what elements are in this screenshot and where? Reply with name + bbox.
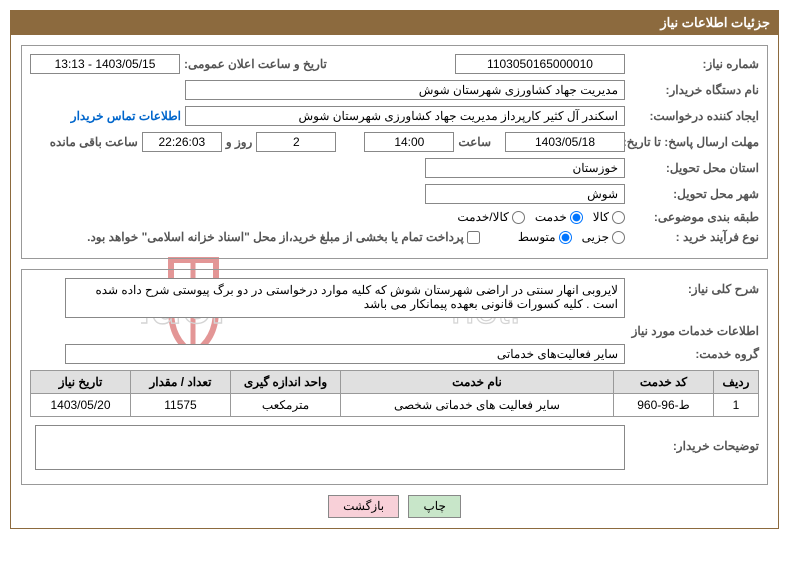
services-info-label: اطلاعات خدمات مورد نیاز xyxy=(30,324,759,338)
cat-goods-service-item[interactable]: کالا/خدمت xyxy=(457,210,524,224)
th-date: تاریخ نیاز xyxy=(31,371,131,394)
deadline-label: مهلت ارسال پاسخ: تا تاریخ: xyxy=(629,135,759,149)
buyer-notes-label: توضیحات خریدار: xyxy=(629,425,759,453)
back-button[interactable]: بازگشت xyxy=(328,495,399,518)
buttons-row: چاپ بازگشت xyxy=(21,495,768,518)
req-number-label: شماره نیاز: xyxy=(629,57,759,71)
header-bar: جزئیات اطلاعات نیاز xyxy=(11,11,778,35)
cat-goods-service-radio[interactable] xyxy=(512,211,525,224)
city: شوش xyxy=(425,184,625,204)
type-medium-item[interactable]: متوسط xyxy=(518,230,572,244)
days-remaining: 2 xyxy=(256,132,336,152)
service-group: سایر فعالیت‌های خدماتی xyxy=(65,344,625,364)
announce-date: 1403/05/15 - 13:13 xyxy=(30,54,180,74)
header-title: جزئیات اطلاعات نیاز xyxy=(660,15,770,30)
province-label: استان محل تحویل: xyxy=(629,161,759,175)
type-medium-radio[interactable] xyxy=(559,231,572,244)
buyer-org: مدیریت جهاد کشاورزی شهرستان شوش xyxy=(185,80,625,100)
cat-goods-service-label: کالا/خدمت xyxy=(457,210,508,224)
deadline-date: 1403/05/18 xyxy=(505,132,625,152)
td-unit: مترمکعب xyxy=(231,394,341,417)
th-unit: واحد اندازه گیری xyxy=(231,371,341,394)
td-date: 1403/05/20 xyxy=(31,394,131,417)
cat-service-item[interactable]: خدمت xyxy=(535,210,583,224)
td-name: سایر فعالیت های خدماتی شخصی xyxy=(341,394,614,417)
td-qty: 11575 xyxy=(131,394,231,417)
time-remaining: 22:26:03 xyxy=(142,132,222,152)
req-number: 1103050165000010 xyxy=(455,54,625,74)
table-row: 1 ط-96-960 سایر فعالیت های خدماتی شخصی م… xyxy=(31,394,759,417)
purchase-type-radio-group: جزیی متوسط xyxy=(518,230,625,244)
cat-goods-label: کالا xyxy=(593,210,609,224)
contact-info-link[interactable]: اطلاعات تماس خریدار xyxy=(71,109,181,123)
announce-date-label: تاریخ و ساعت اعلان عمومی: xyxy=(184,57,327,71)
th-name: نام خدمت xyxy=(341,371,614,394)
services-table: ردیف کد خدمت نام خدمت واحد اندازه گیری ت… xyxy=(30,370,759,417)
summary-box: لایروبی انهار سنتی در اراضی شهرستان شوش … xyxy=(65,278,625,318)
category-label: طبقه بندی موضوعی: xyxy=(629,210,759,224)
payment-checkbox[interactable] xyxy=(467,231,480,244)
td-code: ط-96-960 xyxy=(614,394,714,417)
category-radio-group: کالا خدمت کالا/خدمت xyxy=(457,210,625,224)
type-partial-label: جزیی xyxy=(582,230,609,244)
table-header-row: ردیف کد خدمت نام خدمت واحد اندازه گیری ت… xyxy=(31,371,759,394)
payment-note-label: پرداخت تمام یا بخشی از مبلغ خرید،از محل … xyxy=(87,230,464,244)
cat-goods-radio[interactable] xyxy=(612,211,625,224)
buyer-org-label: نام دستگاه خریدار: xyxy=(629,83,759,97)
service-group-label: گروه خدمت: xyxy=(629,347,759,361)
th-row: ردیف xyxy=(714,371,759,394)
time-remaining-label: ساعت باقی مانده xyxy=(50,135,138,149)
th-qty: تعداد / مقدار xyxy=(131,371,231,394)
type-partial-radio[interactable] xyxy=(612,231,625,244)
payment-note-item[interactable]: پرداخت تمام یا بخشی از مبلغ خرید،از محل … xyxy=(87,230,480,244)
purchase-type-label: نوع فرآیند خرید : xyxy=(629,230,759,244)
cat-service-radio[interactable] xyxy=(570,211,583,224)
city-label: شهر محل تحویل: xyxy=(629,187,759,201)
th-code: کد خدمت xyxy=(614,371,714,394)
summary-label: شرح کلی نیاز: xyxy=(629,278,759,296)
print-button[interactable]: چاپ xyxy=(408,495,460,518)
cat-goods-item[interactable]: کالا xyxy=(593,210,625,224)
days-and-label: روز و xyxy=(226,135,253,149)
province: خوزستان xyxy=(425,158,625,178)
time-label: ساعت xyxy=(458,135,491,149)
deadline-time: 14:00 xyxy=(364,132,454,152)
requester-label: ایجاد کننده درخواست: xyxy=(629,109,759,123)
buyer-notes-box xyxy=(35,425,625,470)
type-medium-label: متوسط xyxy=(518,230,556,244)
type-partial-item[interactable]: جزیی xyxy=(582,230,625,244)
td-row: 1 xyxy=(714,394,759,417)
requester: اسکندر آل کثیر کارپرداز مدیریت جهاد کشاو… xyxy=(185,106,625,126)
cat-service-label: خدمت xyxy=(535,210,567,224)
